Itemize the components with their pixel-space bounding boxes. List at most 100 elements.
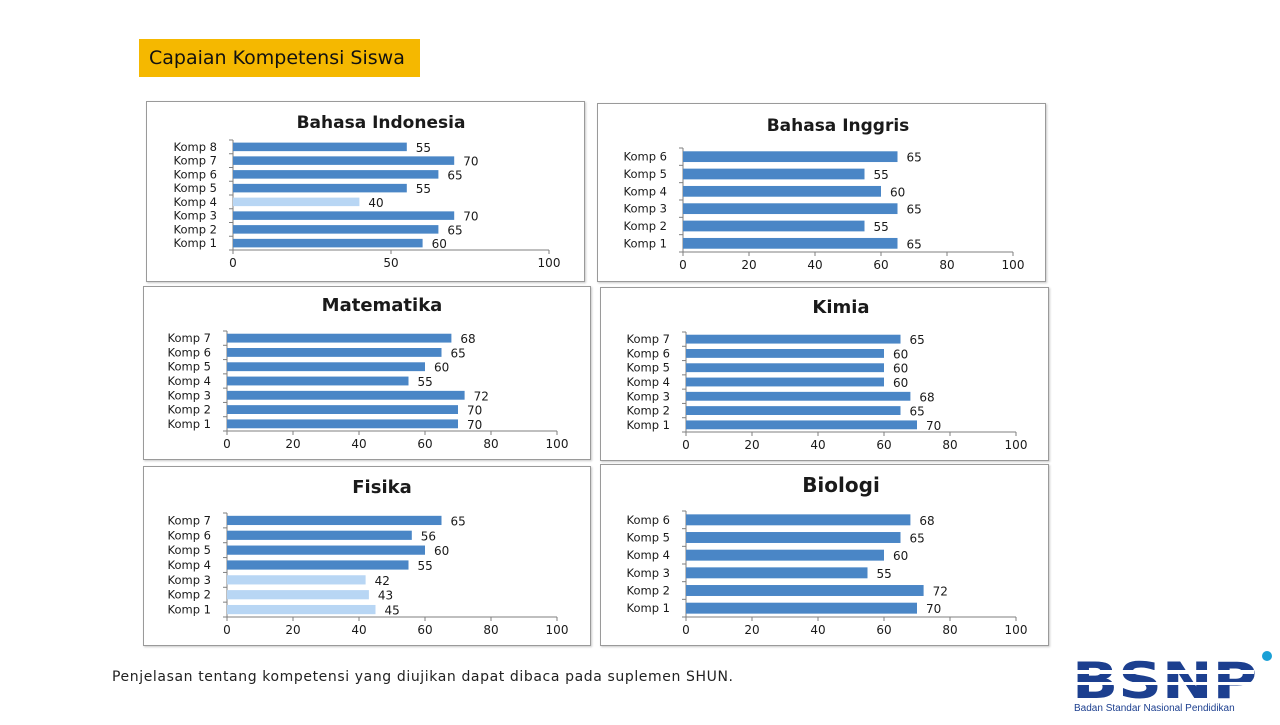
bar xyxy=(683,237,898,249)
category-label: Komp 1 xyxy=(174,236,217,250)
category-label: Komp 6 xyxy=(624,150,667,164)
data-label: 68 xyxy=(460,332,475,346)
x-tick-label: 0 xyxy=(682,438,690,452)
x-tick-label: 20 xyxy=(741,258,756,272)
bar xyxy=(227,376,409,386)
bar xyxy=(227,545,425,555)
category-label: Komp 3 xyxy=(624,202,667,216)
logo-subtitle: Badan Standar Nasional Pendidikan xyxy=(1074,703,1235,714)
data-label: 65 xyxy=(447,223,462,237)
category-label: Komp 5 xyxy=(168,360,211,374)
x-tick-label: 0 xyxy=(679,258,687,272)
bar xyxy=(233,197,360,207)
x-tick-label: 40 xyxy=(351,437,366,451)
data-label: 60 xyxy=(434,361,449,375)
category-label: Komp 2 xyxy=(624,219,667,233)
x-tick-label: 50 xyxy=(383,256,398,270)
data-label: 65 xyxy=(447,168,462,182)
category-label: Komp 1 xyxy=(168,417,211,431)
category-label: Komp 1 xyxy=(627,418,670,432)
category-label: Komp 5 xyxy=(624,167,667,181)
bar xyxy=(686,391,911,401)
logo-dot xyxy=(1262,651,1272,661)
category-label: Komp 2 xyxy=(168,588,211,602)
data-label: 55 xyxy=(418,375,433,389)
bar xyxy=(227,560,409,570)
x-tick-label: 80 xyxy=(483,437,498,451)
bar xyxy=(683,151,898,163)
x-tick-label: 60 xyxy=(417,623,432,637)
data-label: 55 xyxy=(416,182,431,196)
x-tick-label: 20 xyxy=(744,623,759,637)
x-tick-label: 100 xyxy=(538,256,561,270)
bar xyxy=(686,420,917,430)
bar xyxy=(227,590,369,600)
x-tick-label: 40 xyxy=(810,623,825,637)
category-label: Komp 5 xyxy=(627,361,670,375)
data-label: 60 xyxy=(893,376,908,390)
x-tick-label: 40 xyxy=(810,438,825,452)
category-label: Komp 4 xyxy=(168,374,211,388)
x-tick-label: 80 xyxy=(942,438,957,452)
category-label: Komp 2 xyxy=(174,222,217,236)
data-label: 60 xyxy=(893,347,908,361)
bar xyxy=(233,183,407,193)
category-label: Komp 7 xyxy=(168,513,211,527)
category-label: Komp 7 xyxy=(168,331,211,345)
slide-title: Capaian Kompetensi Siswa xyxy=(139,39,420,77)
data-label: 55 xyxy=(874,220,889,234)
x-tick-label: 60 xyxy=(417,437,432,451)
bar xyxy=(686,549,884,561)
chart-title: Kimia xyxy=(812,297,869,318)
data-label: 65 xyxy=(907,151,922,165)
data-label: 43 xyxy=(378,589,393,603)
category-label: Komp 3 xyxy=(627,566,670,580)
bar xyxy=(227,604,376,615)
x-tick-label: 20 xyxy=(285,437,300,451)
data-label: 60 xyxy=(890,185,905,199)
chart-bahasa-indonesia: Bahasa Indonesia 0 50 100 Komp 1 60 Komp 2 65 Ko… xyxy=(146,101,585,282)
data-label: 55 xyxy=(418,559,433,573)
data-label: 68 xyxy=(919,390,934,404)
x-tick-label: 100 xyxy=(546,437,569,451)
bar xyxy=(227,405,458,414)
chart-title: Fisika xyxy=(352,477,411,498)
data-label: 70 xyxy=(926,419,941,433)
category-label: Komp 6 xyxy=(168,345,211,359)
x-tick-label: 0 xyxy=(682,623,690,637)
chart-svg: Bahasa Indonesia 0 50 100 Komp 1 60 Komp 2 65 Ko… xyxy=(174,113,561,270)
bar xyxy=(683,203,898,215)
x-tick-label: 60 xyxy=(873,258,888,272)
bar xyxy=(227,419,458,429)
category-label: Komp 5 xyxy=(627,531,670,545)
chart-kimia: Kimia 0 20 40 60 80 100 Komp 1 70 Komp 2 65 Komp 3 6… xyxy=(600,287,1049,461)
logo-wordmark: BSNP xyxy=(1072,652,1257,710)
chart-svg: Bahasa Inggris 0 20 40 60 80 100 Komp 1 65 Komp 2… xyxy=(624,116,1025,272)
category-label: Komp 4 xyxy=(174,195,217,209)
bar xyxy=(686,532,901,543)
data-label: 65 xyxy=(451,346,466,360)
bar xyxy=(233,142,407,152)
data-label: 60 xyxy=(432,237,447,251)
chart-svg: Matematika 0 20 40 60 80 100 Komp 1 70 Komp 2 70 Ko… xyxy=(168,295,569,451)
bar xyxy=(233,156,455,165)
chart-svg: Fisika 0 20 40 60 80 100 Komp 1 45 Komp 2 43 Komp 3… xyxy=(168,477,569,637)
data-label: 65 xyxy=(910,532,925,546)
bar xyxy=(227,348,442,357)
category-label: Komp 8 xyxy=(174,140,217,154)
chart-matematika: Matematika 0 20 40 60 80 100 Komp 1 70 Komp 2 70 Ko… xyxy=(143,286,591,460)
bar xyxy=(683,168,865,180)
x-tick-label: 0 xyxy=(223,437,231,451)
bar xyxy=(227,575,366,585)
chart-svg: Kimia 0 20 40 60 80 100 Komp 1 70 Komp 2 65 Komp 3 6… xyxy=(627,297,1028,452)
category-label: Komp 5 xyxy=(168,543,211,557)
data-label: 42 xyxy=(375,574,390,588)
bsnp-logo: BSNP Badan Standar Nasional Pendidikan xyxy=(1070,648,1280,720)
data-label: 65 xyxy=(910,405,925,419)
svg-text:BSNP: BSNP xyxy=(1072,652,1257,710)
category-label: Komp 3 xyxy=(174,209,217,223)
x-tick-label: 40 xyxy=(807,258,822,272)
category-label: Komp 4 xyxy=(624,184,667,198)
chart-svg: Biologi 0 20 40 60 80 100 Komp 1 70 Komp 2 72 Komp … xyxy=(627,473,1028,637)
data-label: 60 xyxy=(893,549,908,563)
